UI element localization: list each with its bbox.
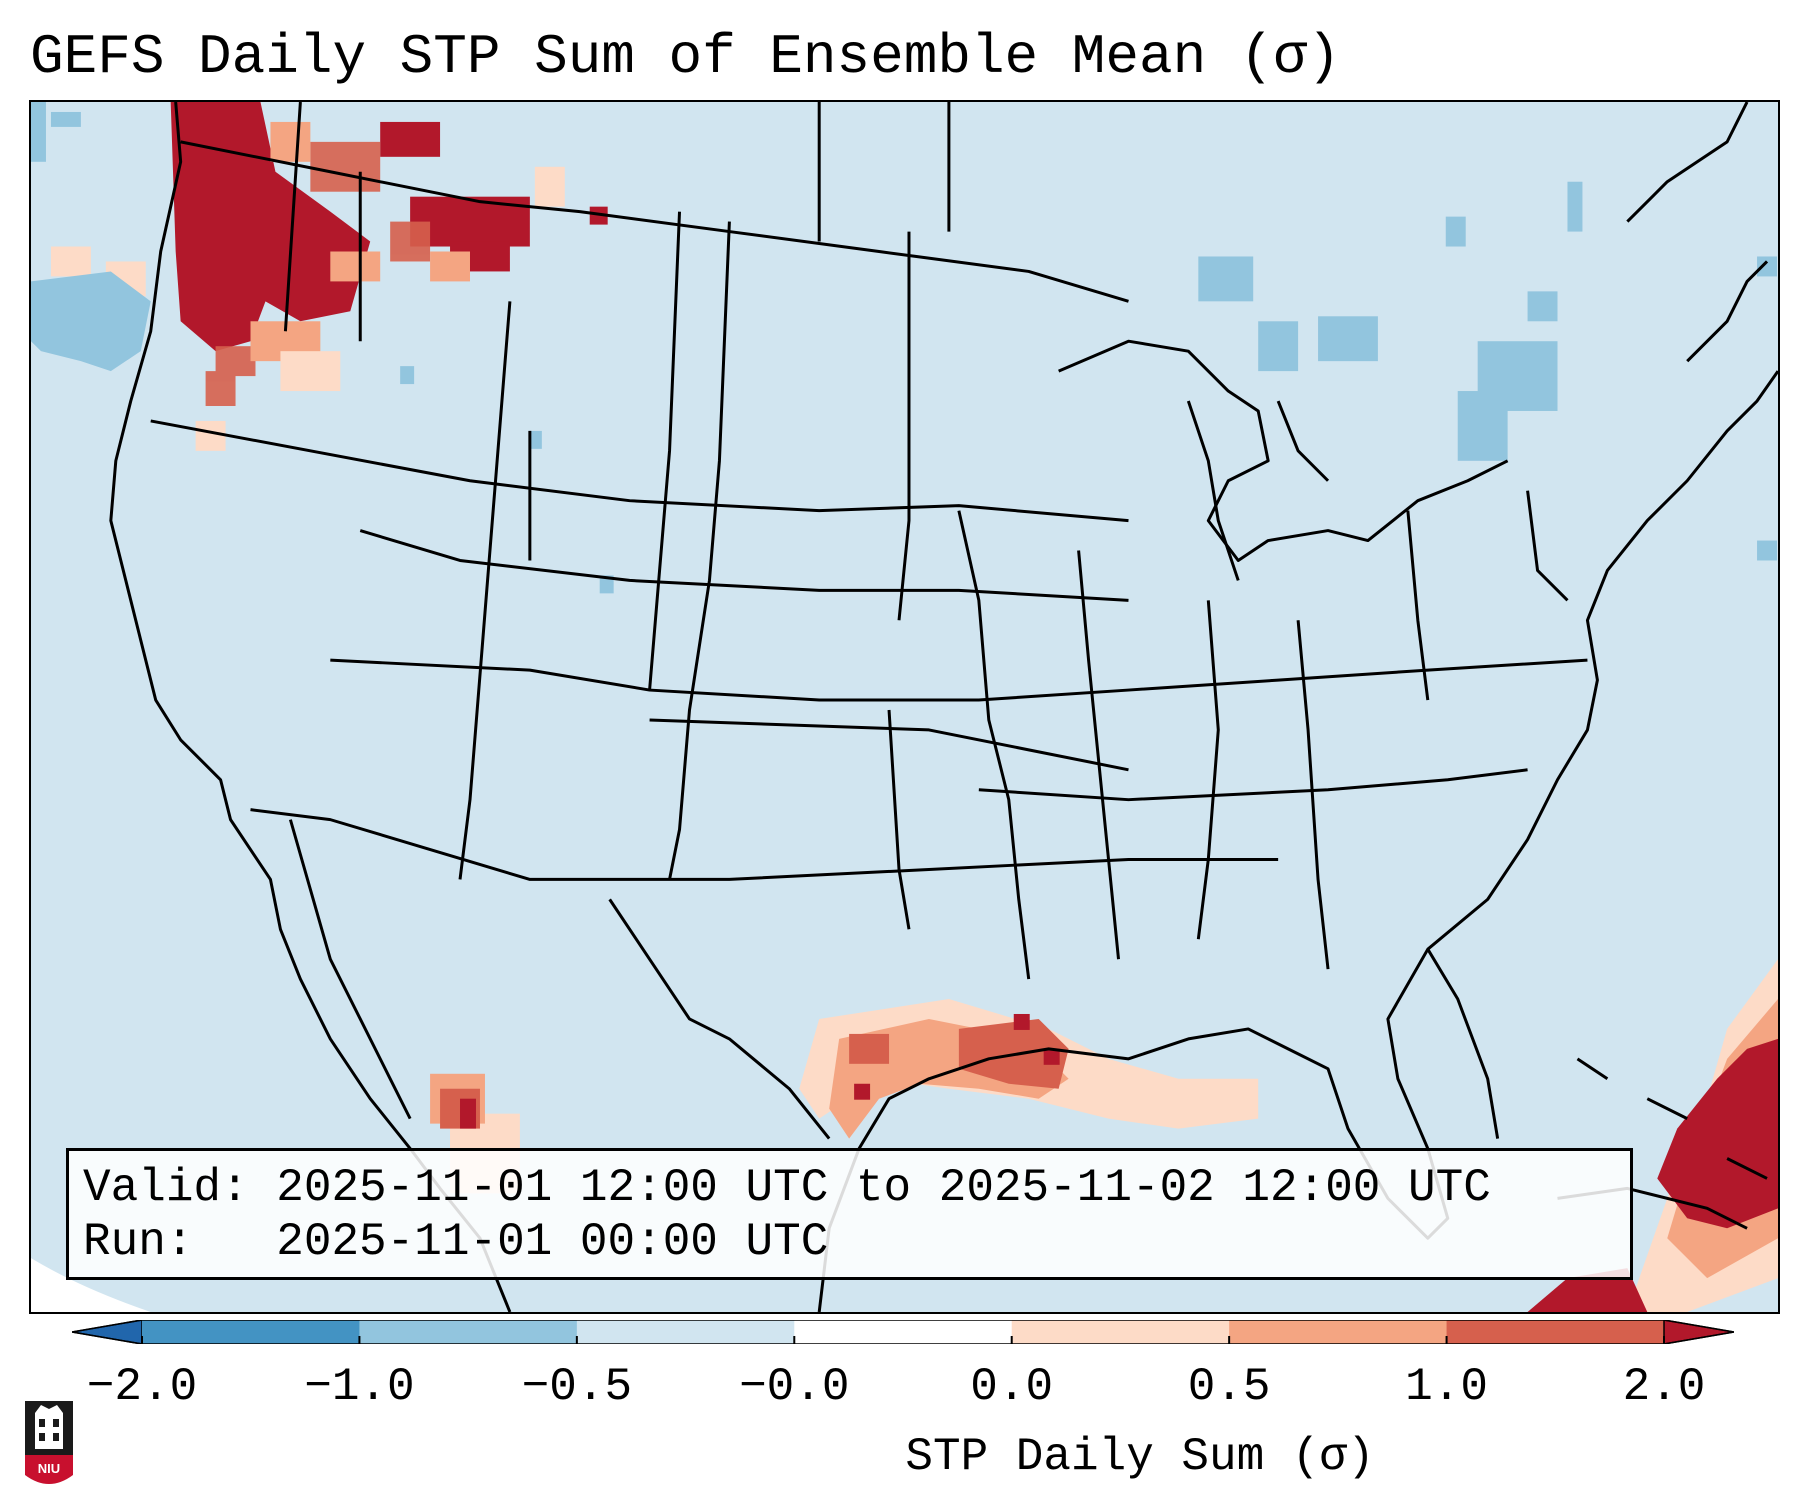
map-panel (29, 100, 1780, 1314)
colorbar-extend-low (72, 1320, 143, 1344)
colorbar-segment (359, 1320, 578, 1344)
colorbar-tick-label: −1.0 (304, 1361, 415, 1413)
colorbar-tick-label: 1.0 (1405, 1361, 1488, 1413)
colorbar-tick-label: 2.0 (1622, 1361, 1706, 1413)
projection-edge-area (31, 1258, 151, 1312)
colorbar-segment (1446, 1320, 1665, 1344)
map-title: GEFS Daily STP Sum of Ensemble Mean (σ) (30, 25, 1341, 89)
niu-logo: NIU (19, 1389, 79, 1489)
anomaly-pacific-northwest (170, 102, 608, 352)
colorbar-extend-high (1663, 1320, 1734, 1344)
anomaly-negative-areas (31, 102, 1778, 594)
map-canvas (31, 102, 1778, 1312)
colorbar-tick-label: −0.5 (521, 1361, 633, 1413)
map-borders (109, 102, 1778, 1312)
colorbar-segment (142, 1320, 360, 1344)
anomaly-pacific-northwest-moderate (205, 141, 431, 406)
colorbar-segment (576, 1320, 795, 1344)
colorbar-tick-label: 0.0 (970, 1361, 1054, 1413)
run-time-text: Run: 2025-11-01 00:00 UTC (83, 1216, 829, 1268)
niu-logo-icon (25, 1401, 73, 1484)
colorbar-segment (1011, 1320, 1230, 1344)
valid-time-text: Valid: 2025-11-01 12:00 UTC to 2025-11-0… (83, 1162, 1491, 1214)
anomaly-pacific-northwest-faint (50, 166, 565, 451)
colorbar-tick-label: −2.0 (86, 1361, 198, 1413)
valid-run-info-box: Valid: 2025-11-01 12:00 UTC to 2025-11-0… (66, 1148, 1633, 1280)
colorbar (72, 1320, 1734, 1344)
colorbar-tick-label: −0.0 (739, 1361, 850, 1413)
colorbar-label: STP Daily Sum (σ) (905, 1431, 1375, 1483)
niu-logo-text: NIU (37, 1461, 61, 1476)
colorbar-segment (794, 1320, 1013, 1344)
colorbar-segment (1229, 1320, 1448, 1344)
anomaly-gulf-strong (460, 1013, 1060, 1129)
colorbar-tick-label: 0.5 (1187, 1361, 1271, 1413)
